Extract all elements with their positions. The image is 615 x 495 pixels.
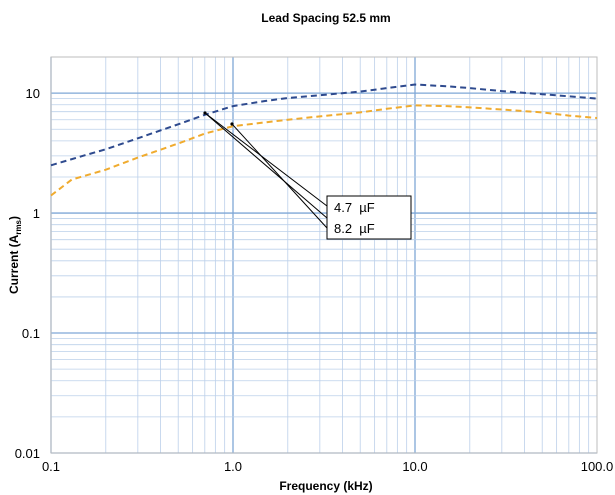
annotation-label-4-7uf: 4.7 µF	[334, 200, 375, 215]
plot-area	[50, 56, 598, 454]
annotation-dot-1	[203, 111, 207, 115]
y-axis-title-sub: rms	[14, 219, 23, 234]
annotation-box	[326, 195, 412, 240]
y-tick-label: 0.01	[15, 446, 40, 461]
y-tick-label: 1	[33, 206, 40, 221]
series-line-2	[50, 104, 598, 197]
x-tick-label: 0.1	[42, 459, 60, 474]
annotation-leader-3	[204, 112, 328, 219]
chart-title: Lead Spacing 52.5 mm	[261, 11, 390, 25]
y-axis-title: Current (Arms)	[7, 216, 23, 294]
annotation-leader-2	[231, 123, 328, 229]
series-line-1	[50, 83, 598, 167]
annotation-label-8-2uf: 8.2 µF	[334, 221, 375, 236]
annotation-dot-2	[230, 122, 234, 126]
y-axis-title-close: )	[7, 216, 21, 220]
series-layer	[50, 83, 598, 197]
y-tick-label: 0.1	[22, 326, 40, 341]
x-tick-label: 1.0	[224, 459, 242, 474]
annotation-layer: 4.7 µF 8.2 µF	[203, 111, 412, 240]
y-axis-title-main: Current (A	[7, 234, 21, 294]
annotation-leader-1	[204, 112, 328, 207]
grid	[50, 56, 597, 454]
x-axis-title: Frequency (kHz)	[279, 479, 372, 493]
x-tick-label: 100.0	[581, 459, 614, 474]
x-tick-label: 10.0	[402, 459, 427, 474]
y-tick-label: 10	[26, 86, 40, 101]
